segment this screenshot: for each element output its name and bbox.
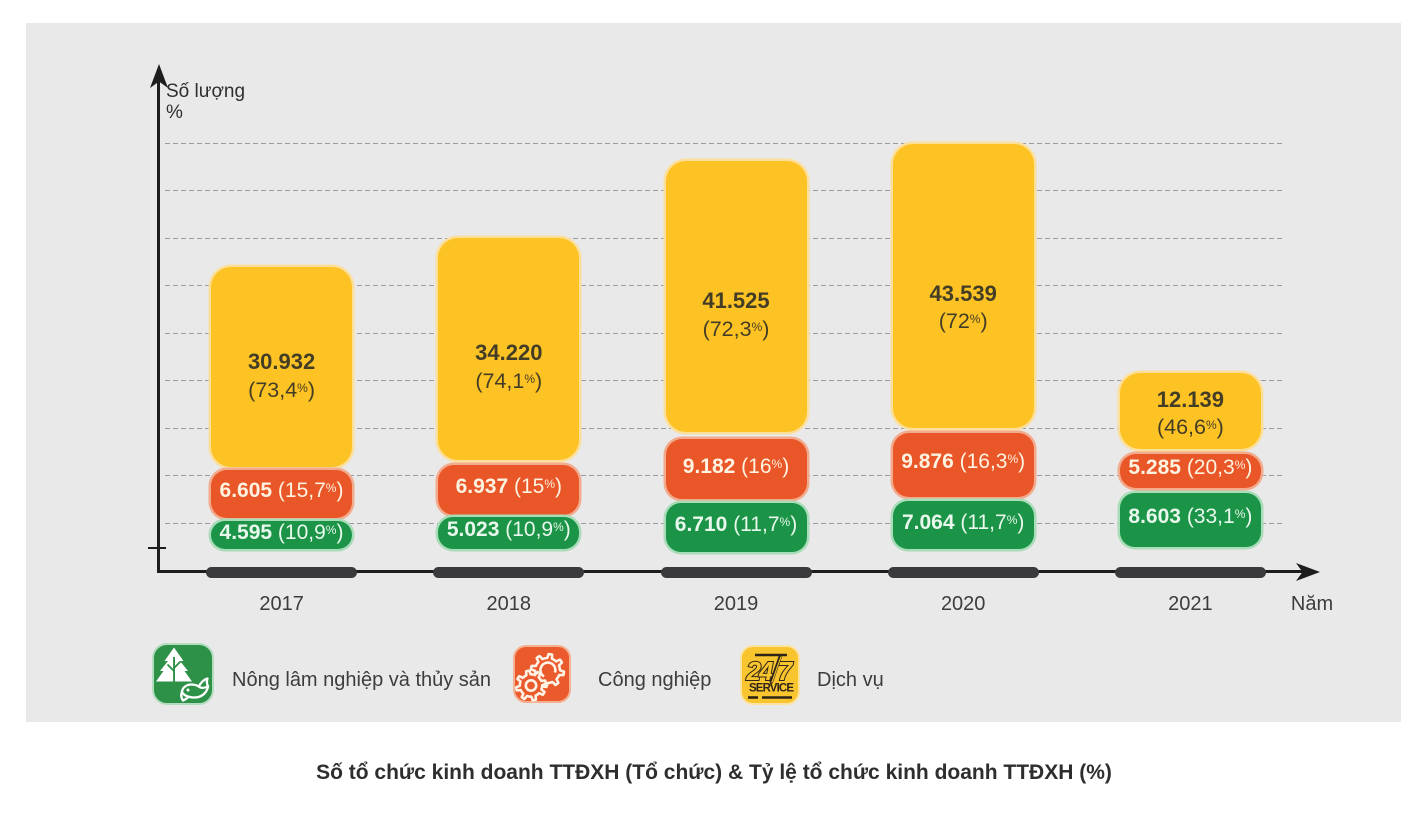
- svg-text:SERVICE: SERVICE: [749, 683, 794, 695]
- svg-text:7: 7: [778, 656, 794, 686]
